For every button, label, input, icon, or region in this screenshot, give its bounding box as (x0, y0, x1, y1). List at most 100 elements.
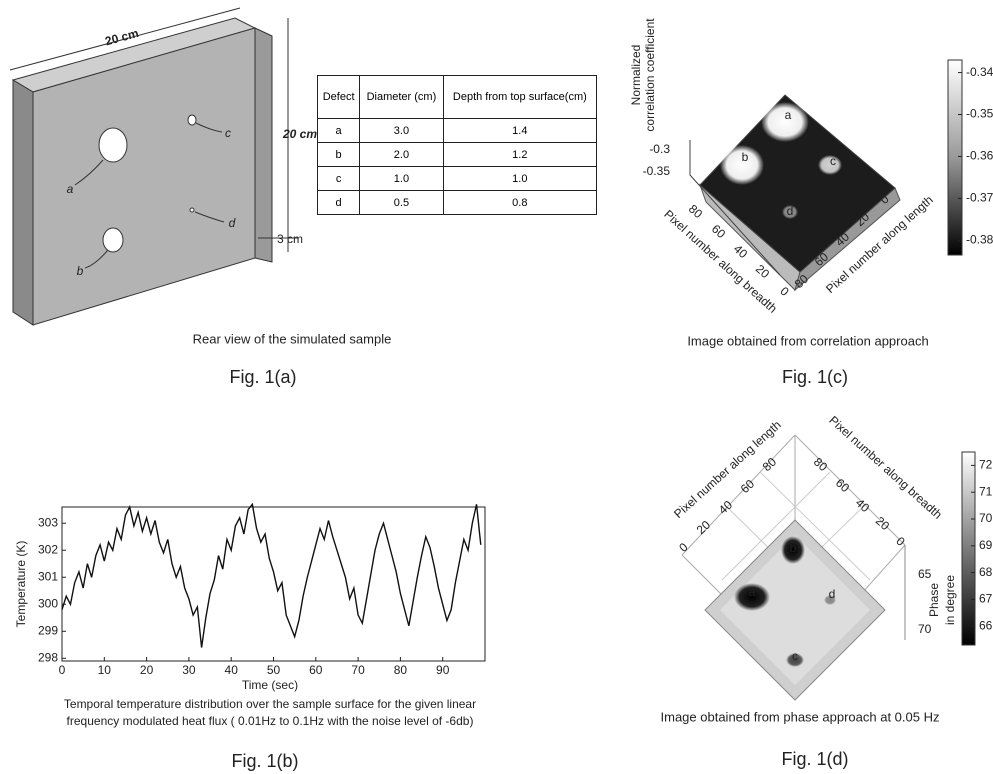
axis-tick-label: 20 (873, 514, 893, 534)
defect-label: b (77, 264, 84, 278)
axis-tick-label: 60 (833, 476, 853, 496)
table-cell: 2.0 (360, 143, 443, 167)
x-tick-label: 80 (394, 663, 408, 677)
z-label-line: Phase (927, 583, 941, 617)
axis-tick-label: 80 (811, 455, 831, 475)
table-cell: c (318, 167, 360, 191)
z-label-line: Normalized (629, 45, 643, 106)
axis-tick-label: 80 (760, 455, 780, 475)
colorbar-tick-label: 70 (979, 511, 993, 525)
caption: Fig. 1(a) (229, 367, 296, 387)
colorbar-tick-label: -0.36 (966, 149, 993, 163)
x-tick-label: 70 (351, 663, 365, 677)
caption-line: Temporal temperature distribution over t… (64, 697, 476, 711)
x-tick-label: 0 (59, 663, 66, 677)
x-tick-label: 30 (182, 663, 196, 677)
z-tick: -0.3 (649, 142, 670, 156)
z-tick: 70 (918, 622, 932, 636)
sample-block (10, 8, 298, 325)
y-tick-label: 302 (38, 542, 58, 556)
colorbar-tick-label: -0.38 (966, 232, 993, 246)
table-header: Depth from top surface(cm) (443, 76, 596, 119)
caption-line: frequency modulated heat flux ( 0.01Hz t… (67, 714, 474, 728)
y-axis-label: Temperature (K) (14, 541, 28, 628)
caption: Fig. 1(c) (782, 367, 848, 387)
defect-label: a (749, 585, 756, 599)
x-tick-label: 10 (98, 663, 112, 677)
z-tick: 65 (918, 567, 932, 581)
subtitle: Image obtained from correlation approach (687, 333, 928, 348)
colorbar-tick-label: 72 (979, 458, 993, 472)
axis-tick-label: 0 (777, 284, 792, 299)
caption: Fig. 1(b) (231, 751, 298, 771)
defect-label: d (787, 204, 794, 218)
dim-label: 3 cm (277, 232, 303, 246)
table-cell: 0.5 (360, 191, 443, 215)
table-cell: 1.0 (443, 167, 596, 191)
subtitle: Image obtained from phase approach at 0.… (661, 709, 940, 724)
colorbar-tick-label: -0.35 (966, 107, 993, 121)
axis-tick-label: 60 (709, 222, 729, 242)
colorbar (962, 452, 975, 645)
axis-tick-label: 40 (853, 496, 873, 516)
y-tick-label: 301 (38, 569, 58, 583)
colorbar-tick-label: 71 (979, 484, 993, 498)
colorbar-tick-label: -0.34 (966, 65, 993, 79)
defect-label: a (785, 108, 792, 122)
axis-label: Pixel number along breadth (826, 413, 944, 522)
defect-label: d (229, 216, 236, 230)
x-axis-label: Time (sec) (242, 678, 298, 692)
z-label: Phase in degree (927, 575, 957, 625)
table-cell: 0.8 (443, 191, 596, 215)
x-tick-label: 50 (267, 663, 281, 677)
axis-tick-label: 80 (686, 202, 706, 222)
z-label: Normalized correlation coefficient (629, 18, 657, 132)
table-cell: b (318, 143, 360, 167)
plot-frame (62, 507, 485, 661)
colorbar-tick-label: -0.37 (966, 191, 993, 205)
defect-label: a (67, 182, 74, 196)
colorbar-tick-label: 66 (979, 618, 993, 632)
table-header: Diameter (cm) (360, 76, 443, 119)
y-tick-label: 298 (38, 650, 58, 664)
y-tick-label: 299 (38, 623, 58, 637)
dim-label: 20 cm (282, 127, 317, 141)
z-label-line: correlation coefficient (643, 18, 657, 132)
subtitle: Rear view of the simulated sample (193, 331, 392, 346)
defect-label: b (742, 150, 749, 164)
dim-label: 20 cm (104, 26, 140, 48)
x-tick-label: 20 (140, 663, 154, 677)
table-cell: 1.2 (443, 143, 596, 167)
y-tick-label: 303 (38, 515, 58, 529)
x-tick-label: 40 (225, 663, 239, 677)
z-label-line: in degree (943, 575, 957, 625)
table-cell: d (318, 191, 360, 215)
table-cell: a (318, 119, 360, 143)
defect-label: c (830, 154, 836, 168)
defect-label: c (792, 649, 798, 663)
table-header: Defect (318, 76, 360, 119)
axis-tick-label: 40 (731, 242, 751, 262)
table-cell: 3.0 (360, 119, 443, 143)
defect-label: d (829, 587, 836, 601)
z-tick: -0.35 (643, 164, 671, 178)
defect-label: b (790, 541, 797, 555)
axis-tick-label: 40 (716, 498, 736, 518)
axis-tick-label: 20 (694, 518, 714, 538)
temperature-line (62, 504, 481, 647)
page: 20 cm 20 cm 3 cm a b c d Rear view of th… (0, 0, 993, 774)
colorbar-tick-label: 67 (979, 592, 993, 606)
defect-label: c (225, 126, 231, 140)
caption: Fig. 1(d) (781, 749, 848, 769)
x-tick-label: 60 (309, 663, 323, 677)
colorbar-tick-label: 69 (979, 538, 993, 552)
table-cell: 1.4 (443, 119, 596, 143)
colorbar-tick-label: 68 (979, 565, 993, 579)
colorbar (948, 60, 962, 255)
x-tick-label: 90 (436, 663, 450, 677)
